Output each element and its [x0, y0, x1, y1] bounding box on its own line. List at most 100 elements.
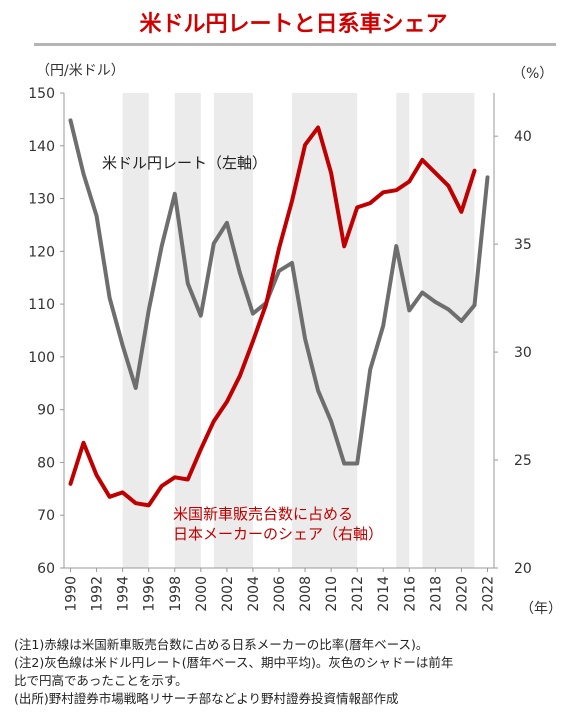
- japan-share-point-2003: [238, 374, 242, 378]
- japan-share-point-1998: [173, 476, 176, 479]
- usd-jpy-point-1994: [121, 344, 124, 347]
- usd-jpy-point-1993: [108, 296, 111, 299]
- left-tick-label: 110: [28, 297, 55, 313]
- left-tick-label: 100: [28, 350, 55, 366]
- japan-share-point-2019: [447, 184, 450, 188]
- japan-share-point-1990: [69, 482, 72, 485]
- left-tick-label: 140: [28, 139, 55, 155]
- japan-share-point-2020: [460, 210, 463, 213]
- x-tick-label: 1992: [90, 576, 106, 612]
- x-tick-label: 2008: [298, 576, 314, 612]
- usd-jpy-point-2010: [329, 420, 333, 423]
- right-tick-label: 25: [514, 453, 532, 469]
- japan-share-point-2017: [421, 158, 424, 162]
- usd-jpy-point-2014: [382, 324, 385, 327]
- x-tick-label: 1996: [142, 576, 158, 612]
- usd-jpy-series-label: 米ドル円レート（左軸）: [102, 154, 267, 172]
- japan-share-point-1995: [134, 502, 137, 505]
- usd-jpy-point-2019: [447, 308, 450, 311]
- share-series-label-line1: 米国新車販売台数に占める: [173, 505, 353, 523]
- right-tick-label: 20: [514, 561, 532, 577]
- japan-share-point-2001: [212, 419, 216, 423]
- usd-jpy-point-2020: [460, 319, 463, 323]
- usd-jpy-point-2012: [355, 462, 359, 465]
- usd-jpy-point-2001: [212, 242, 216, 245]
- japan-share-point-1992: [95, 473, 98, 477]
- japan-share-line: [68, 125, 477, 508]
- japan-share-point-2021: [473, 169, 476, 172]
- x-tick-label: 2012: [350, 576, 366, 612]
- usd-jpy-point-2016: [408, 309, 411, 312]
- shaded-period-4: [396, 93, 410, 568]
- x-tick-label: 2002: [220, 576, 236, 612]
- left-tick-label: 130: [28, 192, 55, 208]
- footnote-3: 比で円高であったことを示す。: [14, 673, 188, 688]
- left-axis-unit-label: （円/米ドル）: [36, 63, 125, 79]
- left-tick-label: 90: [37, 403, 55, 419]
- x-tick-label: 1994: [116, 576, 132, 612]
- left-tick-label: 70: [37, 508, 55, 524]
- x-tick-label: 2016: [402, 576, 418, 612]
- share-series-label-line2: 日本メーカーのシェア（右軸）: [173, 525, 383, 543]
- x-tick-label: 2014: [376, 576, 392, 612]
- japan-share-point-2002: [225, 400, 229, 403]
- footnote-2: (注2)灰色線は米ドル円レート(暦年ベース、期中平均)。灰色のシャドーは前年: [14, 655, 454, 670]
- japan-share-point-2007: [290, 199, 294, 203]
- left-tick-label: 80: [37, 455, 55, 471]
- x-tick-label: 2022: [480, 576, 496, 612]
- japan-share-point-2000: [199, 448, 203, 451]
- right-axis-unit-label: （%）: [512, 66, 553, 82]
- usd-jpy-point-2003: [238, 271, 242, 275]
- japan-share-point-2012: [355, 206, 359, 209]
- usd-jpy-point-2021: [473, 303, 476, 307]
- usd-jpy-point-2006: [277, 269, 281, 273]
- usd-jpy-point-1998: [173, 192, 176, 196]
- usd-jpy-point-1997: [160, 244, 163, 248]
- chart-title: 米ドル円レートと日系車シェア: [139, 12, 448, 37]
- japan-share-point-2008: [303, 143, 307, 147]
- x-tick-label: 2006: [272, 576, 288, 612]
- japan-share-point-2013: [369, 201, 372, 205]
- footnote-1: (注1)赤線は米国新車販売台数に占める日系メーカーの比率(暦年ベース)。: [14, 637, 429, 652]
- right-tick-label: 40: [514, 129, 532, 145]
- usd-jpy-point-2002: [225, 221, 229, 225]
- japan-share-point-1991: [82, 441, 85, 444]
- left-tick-label: 150: [28, 86, 55, 102]
- usd-jpy-point-2015: [395, 244, 398, 248]
- usd-jpy-point-2018: [434, 300, 437, 304]
- x-tick-label: 1998: [168, 576, 184, 612]
- japan-share-point-1999: [186, 478, 189, 481]
- usd-jpy-point-2007: [290, 261, 294, 265]
- title-underline: [34, 43, 556, 46]
- usd-jpy-point-2008: [303, 337, 307, 341]
- shaded-period-5: [422, 93, 475, 568]
- japan-share-point-1997: [160, 484, 163, 488]
- left-tick-label: 60: [37, 561, 55, 577]
- usd-jpy-point-2009: [316, 389, 320, 392]
- x-tick-label: 2020: [454, 576, 470, 612]
- usd-jpy-point-1991: [82, 172, 85, 175]
- japan-share-point-2004: [251, 340, 255, 343]
- japan-share-point-2011: [342, 245, 346, 248]
- x-tick-label: 1990: [64, 576, 80, 612]
- footnotes: (注1)赤線は米国新車販売台数に占める日系メーカーの比率(暦年ベース)。 (注2…: [14, 636, 574, 708]
- japan-share-point-1994: [121, 491, 124, 494]
- right-tick-label: 35: [514, 237, 532, 253]
- x-tick-label: 2010: [324, 576, 340, 612]
- usd-jpy-point-2000: [199, 314, 203, 317]
- japan-share-point-1993: [108, 495, 111, 498]
- japan-share-point-1996: [147, 504, 150, 507]
- left-tick-label: 120: [28, 244, 55, 260]
- usd-jpy-point-1999: [186, 282, 189, 285]
- shaded-period-1: [174, 93, 201, 568]
- footnote-source: (出所)野村證券市場戦略リサーチ部などより野村證券投資情報部作成: [14, 691, 399, 706]
- usd-jpy-point-1995: [134, 386, 137, 390]
- chart-area: 150 140 130 120 110 100 90 80 70 60 40 35 30 25 20 1990…: [28, 63, 562, 617]
- shaded-period-2: [213, 93, 253, 568]
- x-tick-label: 2000: [194, 576, 210, 612]
- japan-share-point-2014: [382, 191, 385, 194]
- usd-jpy-point-1996: [147, 309, 150, 312]
- japan-share-point-2010: [329, 171, 333, 175]
- x-tick-label: 2018: [428, 576, 444, 612]
- japan-share-point-2016: [408, 180, 411, 183]
